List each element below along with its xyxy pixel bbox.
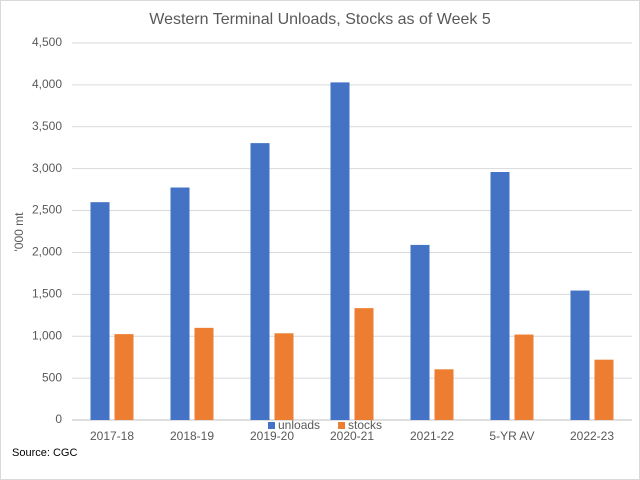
bar bbox=[330, 82, 350, 421]
bar bbox=[434, 369, 454, 420]
y-tick-label: 3,500 bbox=[32, 119, 62, 133]
bar bbox=[514, 334, 534, 420]
legend-label: unloads bbox=[278, 418, 320, 432]
y-tick-label: 4,500 bbox=[32, 35, 62, 49]
y-tick-label: 2,000 bbox=[32, 245, 62, 259]
bar bbox=[170, 187, 190, 420]
x-tick-label: 2019-20 bbox=[250, 429, 294, 443]
x-tick-label: 2022-23 bbox=[570, 429, 614, 443]
x-tick-label: 2017-18 bbox=[90, 429, 134, 443]
bar bbox=[194, 327, 214, 420]
x-tick-label: 2020-21 bbox=[330, 429, 374, 443]
x-tick-label: 2018-19 bbox=[170, 429, 214, 443]
bar bbox=[274, 333, 294, 420]
bar bbox=[90, 202, 110, 420]
y-tick-label: 1,500 bbox=[32, 287, 62, 301]
y-tick-label: 1,000 bbox=[32, 328, 62, 342]
bar bbox=[594, 359, 614, 420]
y-tick-label: 500 bbox=[42, 370, 62, 384]
bar bbox=[410, 244, 430, 420]
y-tick-label: 2,500 bbox=[32, 203, 62, 217]
bar bbox=[354, 308, 374, 420]
bar bbox=[114, 334, 134, 420]
y-tick-label: 3,000 bbox=[32, 161, 62, 175]
source-note: Source: CGC bbox=[12, 447, 77, 459]
chart-title: Western Terminal Unloads, Stocks as of W… bbox=[149, 11, 491, 28]
y-tick-label: 4,000 bbox=[32, 77, 62, 91]
bar bbox=[570, 290, 590, 420]
legend-label: stocks bbox=[348, 418, 382, 432]
bar bbox=[250, 143, 270, 420]
y-axis-label: '000 mt bbox=[12, 212, 26, 252]
legend-swatch bbox=[268, 422, 275, 429]
x-tick-label: 2021-22 bbox=[410, 429, 454, 443]
y-tick-label: 0 bbox=[55, 412, 62, 426]
legend-swatch bbox=[338, 422, 346, 429]
bar bbox=[490, 172, 510, 420]
x-tick-label: 5-YR AV bbox=[489, 429, 534, 443]
